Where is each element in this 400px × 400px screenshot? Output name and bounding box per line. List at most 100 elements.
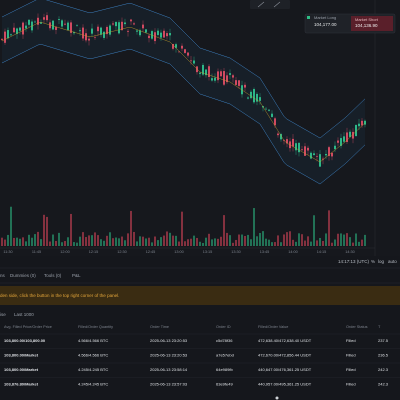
candle-body (145, 29, 147, 33)
cell: Filled (346, 382, 356, 387)
volume-bar (259, 232, 261, 246)
candle-body (85, 33, 87, 41)
volume-bar (58, 232, 60, 246)
price-axis (375, 0, 400, 256)
subtab[interactable]: Last 1000 (14, 312, 34, 317)
candle-body (184, 49, 186, 53)
volume-bar (352, 242, 354, 246)
time-axis: 11:30 11:45 12:00 12:15 12:30 12:45 13:00 13:15… (3, 250, 354, 254)
notice-banner (0, 286, 400, 305)
scroll-dot (275, 396, 279, 400)
tool-icon[interactable] (273, 1, 281, 8)
cell: 237.5 (378, 338, 389, 343)
volume-bar (304, 240, 306, 246)
tab[interactable]: Dummies (0) (10, 273, 36, 278)
candle-body (97, 26, 99, 32)
tab[interactable]: ns (0, 273, 6, 278)
cell: 472,638.40/472,638.40 USDT (258, 338, 312, 343)
candle-body (271, 113, 273, 117)
candle-body (169, 33, 171, 36)
volume-bar (346, 233, 348, 246)
candle-body (352, 131, 354, 139)
cell: 4.245/4.245 BTC (78, 367, 108, 372)
candle-body (319, 154, 321, 167)
volume-bar (124, 240, 126, 246)
tab[interactable]: Tools (0) (44, 273, 62, 278)
candle-body (292, 138, 294, 147)
volume-bar (7, 234, 9, 246)
log-toggle[interactable]: log (378, 259, 385, 264)
candle-body (250, 91, 252, 99)
volume-bar (274, 242, 276, 246)
short-bg[interactable] (351, 16, 393, 31)
candle-body (160, 32, 162, 38)
candle-body (226, 75, 228, 83)
candle-body (64, 23, 66, 25)
volume-bar (76, 242, 78, 246)
candle-body (220, 71, 222, 77)
volume-bar (337, 233, 339, 246)
candle-body (190, 60, 192, 62)
long-price[interactable]: 104,177.00 (314, 22, 337, 27)
volume-bar (67, 237, 69, 246)
candle-body (37, 17, 39, 25)
volume-bar (202, 242, 204, 246)
cell: 103,800.00/103,800.00 (4, 338, 46, 343)
volume-bar (91, 235, 93, 246)
time-label: 13:00 (174, 250, 184, 254)
cell: 4.245/4.245 BTC (78, 382, 108, 387)
candle-body (55, 27, 57, 30)
volume-bar (211, 239, 213, 246)
candle-body (334, 145, 336, 150)
candle-body (205, 69, 207, 76)
time-label: 14:15 (317, 250, 327, 254)
volume-bar (16, 237, 18, 246)
candle-body (322, 158, 324, 160)
candle-body (361, 120, 363, 126)
cell: 242.3 (378, 367, 389, 372)
volume-bar (220, 236, 222, 246)
short-price[interactable]: 104,136.90 (355, 23, 378, 28)
cell: c5d78f36 (216, 338, 233, 343)
volume-bar (247, 234, 249, 246)
tab[interactable]: P&L (72, 273, 81, 278)
candle-body (355, 124, 357, 137)
candle-body (28, 19, 30, 25)
notice-text: den side, click the button in the top ri… (0, 293, 119, 298)
volume-bar (265, 238, 267, 246)
chart-panel (0, 0, 400, 256)
percent-toggle[interactable]: % (371, 259, 375, 264)
tool-icon[interactable] (257, 1, 265, 8)
column-header: Order Time (150, 325, 169, 329)
subtab[interactable]: ise (0, 312, 6, 317)
volume-bar (136, 241, 138, 246)
cell: 2025-06-13 23:57:03 (150, 382, 188, 387)
volume-bar (250, 239, 252, 246)
candle-body (82, 27, 84, 39)
volume-bar (46, 216, 48, 246)
time-label: 14:30 (345, 250, 355, 254)
long-label[interactable]: Market Long (314, 15, 336, 20)
column-header: Filled/Order Value (258, 325, 288, 329)
volume-bar (127, 233, 129, 246)
candle-body (280, 134, 282, 140)
cell: a7e57ebd (216, 353, 234, 358)
volume-bar (166, 231, 168, 246)
candle-body (136, 30, 138, 32)
draw-tools[interactable] (250, 0, 290, 9)
volume-bar (79, 236, 81, 246)
candle-body (316, 156, 318, 157)
candle-body (214, 77, 216, 81)
volume-bar (55, 240, 57, 246)
cell: 64e989fb (216, 367, 233, 372)
short-label[interactable]: Market Short (355, 17, 379, 22)
volume-bar (319, 237, 321, 246)
candle-body (157, 30, 159, 35)
candle-body (181, 45, 183, 49)
volume-bar (25, 241, 27, 246)
time-label: 13:45 (260, 250, 270, 254)
candle-body (67, 22, 69, 31)
time-label: 13:30 (231, 250, 241, 254)
auto-toggle[interactable]: auto (388, 259, 397, 264)
volume-bar (358, 241, 360, 246)
